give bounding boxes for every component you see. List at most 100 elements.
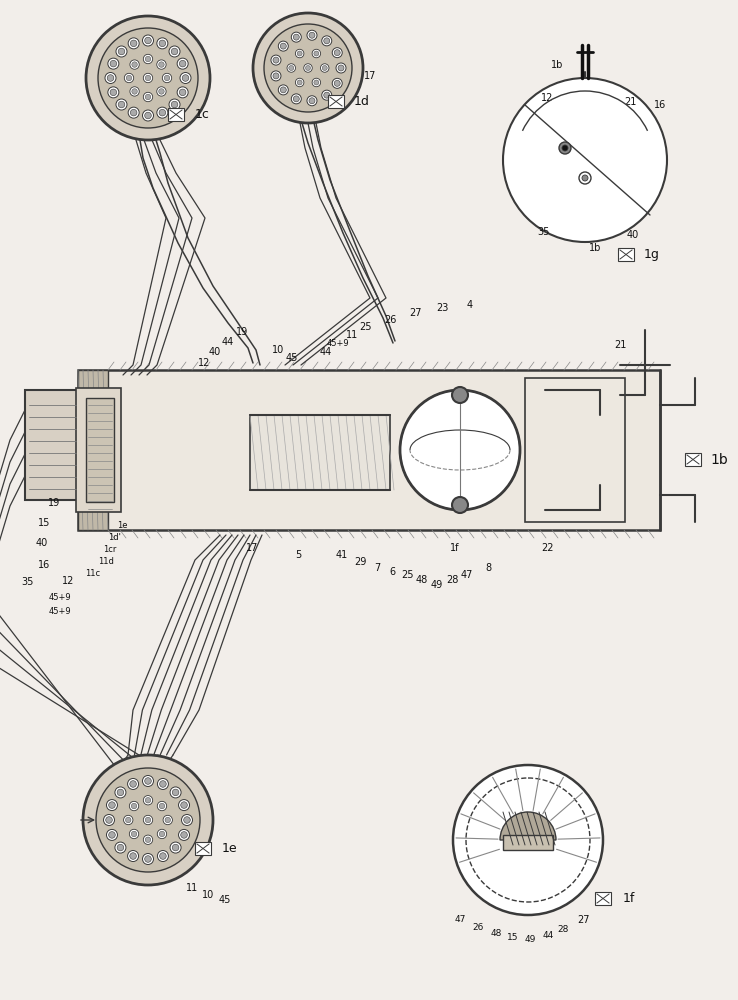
Bar bbox=[86, 398, 114, 502]
Circle shape bbox=[172, 844, 179, 851]
Circle shape bbox=[170, 842, 181, 853]
Circle shape bbox=[297, 80, 302, 85]
Circle shape bbox=[116, 99, 127, 110]
Circle shape bbox=[181, 802, 187, 808]
Circle shape bbox=[171, 101, 178, 108]
Circle shape bbox=[179, 60, 186, 67]
Text: 12: 12 bbox=[62, 576, 75, 586]
Circle shape bbox=[145, 94, 151, 100]
Circle shape bbox=[107, 75, 114, 81]
Text: 21: 21 bbox=[624, 97, 636, 107]
Circle shape bbox=[157, 829, 167, 839]
Circle shape bbox=[179, 800, 190, 811]
Circle shape bbox=[309, 32, 315, 38]
Circle shape bbox=[295, 78, 304, 87]
Circle shape bbox=[132, 89, 137, 94]
Text: 1b: 1b bbox=[710, 452, 728, 466]
Circle shape bbox=[145, 75, 151, 81]
Circle shape bbox=[295, 49, 304, 58]
Text: 11: 11 bbox=[186, 883, 198, 893]
Circle shape bbox=[145, 856, 151, 862]
Circle shape bbox=[128, 38, 139, 49]
Circle shape bbox=[322, 36, 332, 46]
Text: 19: 19 bbox=[236, 327, 248, 337]
Circle shape bbox=[125, 817, 131, 823]
Circle shape bbox=[314, 51, 319, 56]
Circle shape bbox=[117, 789, 124, 796]
Circle shape bbox=[118, 101, 125, 108]
Circle shape bbox=[338, 65, 344, 71]
Text: 26: 26 bbox=[384, 315, 396, 325]
Circle shape bbox=[172, 789, 179, 796]
Circle shape bbox=[182, 814, 193, 826]
Text: 1f: 1f bbox=[623, 892, 635, 905]
Circle shape bbox=[159, 62, 164, 67]
Circle shape bbox=[559, 142, 571, 154]
Circle shape bbox=[115, 787, 126, 798]
Text: 1g: 1g bbox=[644, 248, 660, 261]
Bar bbox=[595, 892, 611, 905]
Circle shape bbox=[145, 778, 151, 784]
Circle shape bbox=[156, 60, 166, 69]
Text: 25: 25 bbox=[401, 570, 413, 580]
Text: 44: 44 bbox=[542, 932, 554, 940]
Circle shape bbox=[115, 842, 126, 853]
Circle shape bbox=[278, 41, 289, 51]
Circle shape bbox=[130, 781, 137, 787]
Text: 21: 21 bbox=[614, 340, 626, 350]
Circle shape bbox=[110, 60, 117, 67]
Text: 25: 25 bbox=[359, 322, 371, 332]
Circle shape bbox=[106, 800, 117, 811]
Text: 1f: 1f bbox=[450, 543, 460, 553]
Circle shape bbox=[579, 172, 591, 184]
Text: 15: 15 bbox=[507, 932, 519, 942]
Bar bbox=[78, 370, 660, 530]
Circle shape bbox=[143, 92, 153, 102]
Circle shape bbox=[159, 803, 165, 809]
Circle shape bbox=[105, 73, 116, 84]
Text: 28: 28 bbox=[446, 575, 458, 585]
Circle shape bbox=[307, 30, 317, 40]
Circle shape bbox=[323, 66, 327, 70]
Circle shape bbox=[324, 38, 330, 44]
Circle shape bbox=[273, 73, 279, 79]
Bar bbox=[76, 388, 121, 512]
Circle shape bbox=[142, 854, 154, 864]
Circle shape bbox=[118, 48, 125, 55]
Circle shape bbox=[143, 73, 153, 83]
Text: 10: 10 bbox=[272, 345, 284, 355]
Bar bbox=[328, 95, 344, 108]
Circle shape bbox=[110, 89, 117, 96]
Text: 48: 48 bbox=[490, 928, 502, 938]
Bar bbox=[685, 453, 701, 466]
Circle shape bbox=[307, 96, 317, 106]
Text: 17: 17 bbox=[246, 543, 258, 553]
Circle shape bbox=[129, 829, 139, 839]
Text: 47: 47 bbox=[461, 570, 473, 580]
Text: 5: 5 bbox=[295, 550, 301, 560]
Circle shape bbox=[280, 43, 286, 49]
Circle shape bbox=[132, 62, 137, 67]
Circle shape bbox=[130, 87, 139, 96]
Text: 49: 49 bbox=[431, 580, 443, 590]
Circle shape bbox=[157, 778, 168, 789]
Circle shape bbox=[159, 109, 165, 116]
Circle shape bbox=[334, 80, 340, 86]
Circle shape bbox=[145, 56, 151, 62]
Circle shape bbox=[123, 815, 133, 825]
Circle shape bbox=[124, 73, 134, 83]
Circle shape bbox=[117, 844, 124, 851]
Text: 27: 27 bbox=[409, 308, 421, 318]
Text: 47: 47 bbox=[455, 916, 466, 924]
Circle shape bbox=[108, 802, 115, 808]
Circle shape bbox=[131, 831, 137, 837]
Text: 45+9: 45+9 bbox=[49, 592, 72, 601]
Circle shape bbox=[159, 40, 165, 47]
Circle shape bbox=[162, 73, 172, 83]
Circle shape bbox=[169, 46, 180, 57]
Circle shape bbox=[292, 94, 301, 104]
Circle shape bbox=[103, 814, 114, 826]
Circle shape bbox=[312, 49, 320, 58]
Circle shape bbox=[171, 48, 178, 55]
Text: 19: 19 bbox=[48, 498, 60, 508]
